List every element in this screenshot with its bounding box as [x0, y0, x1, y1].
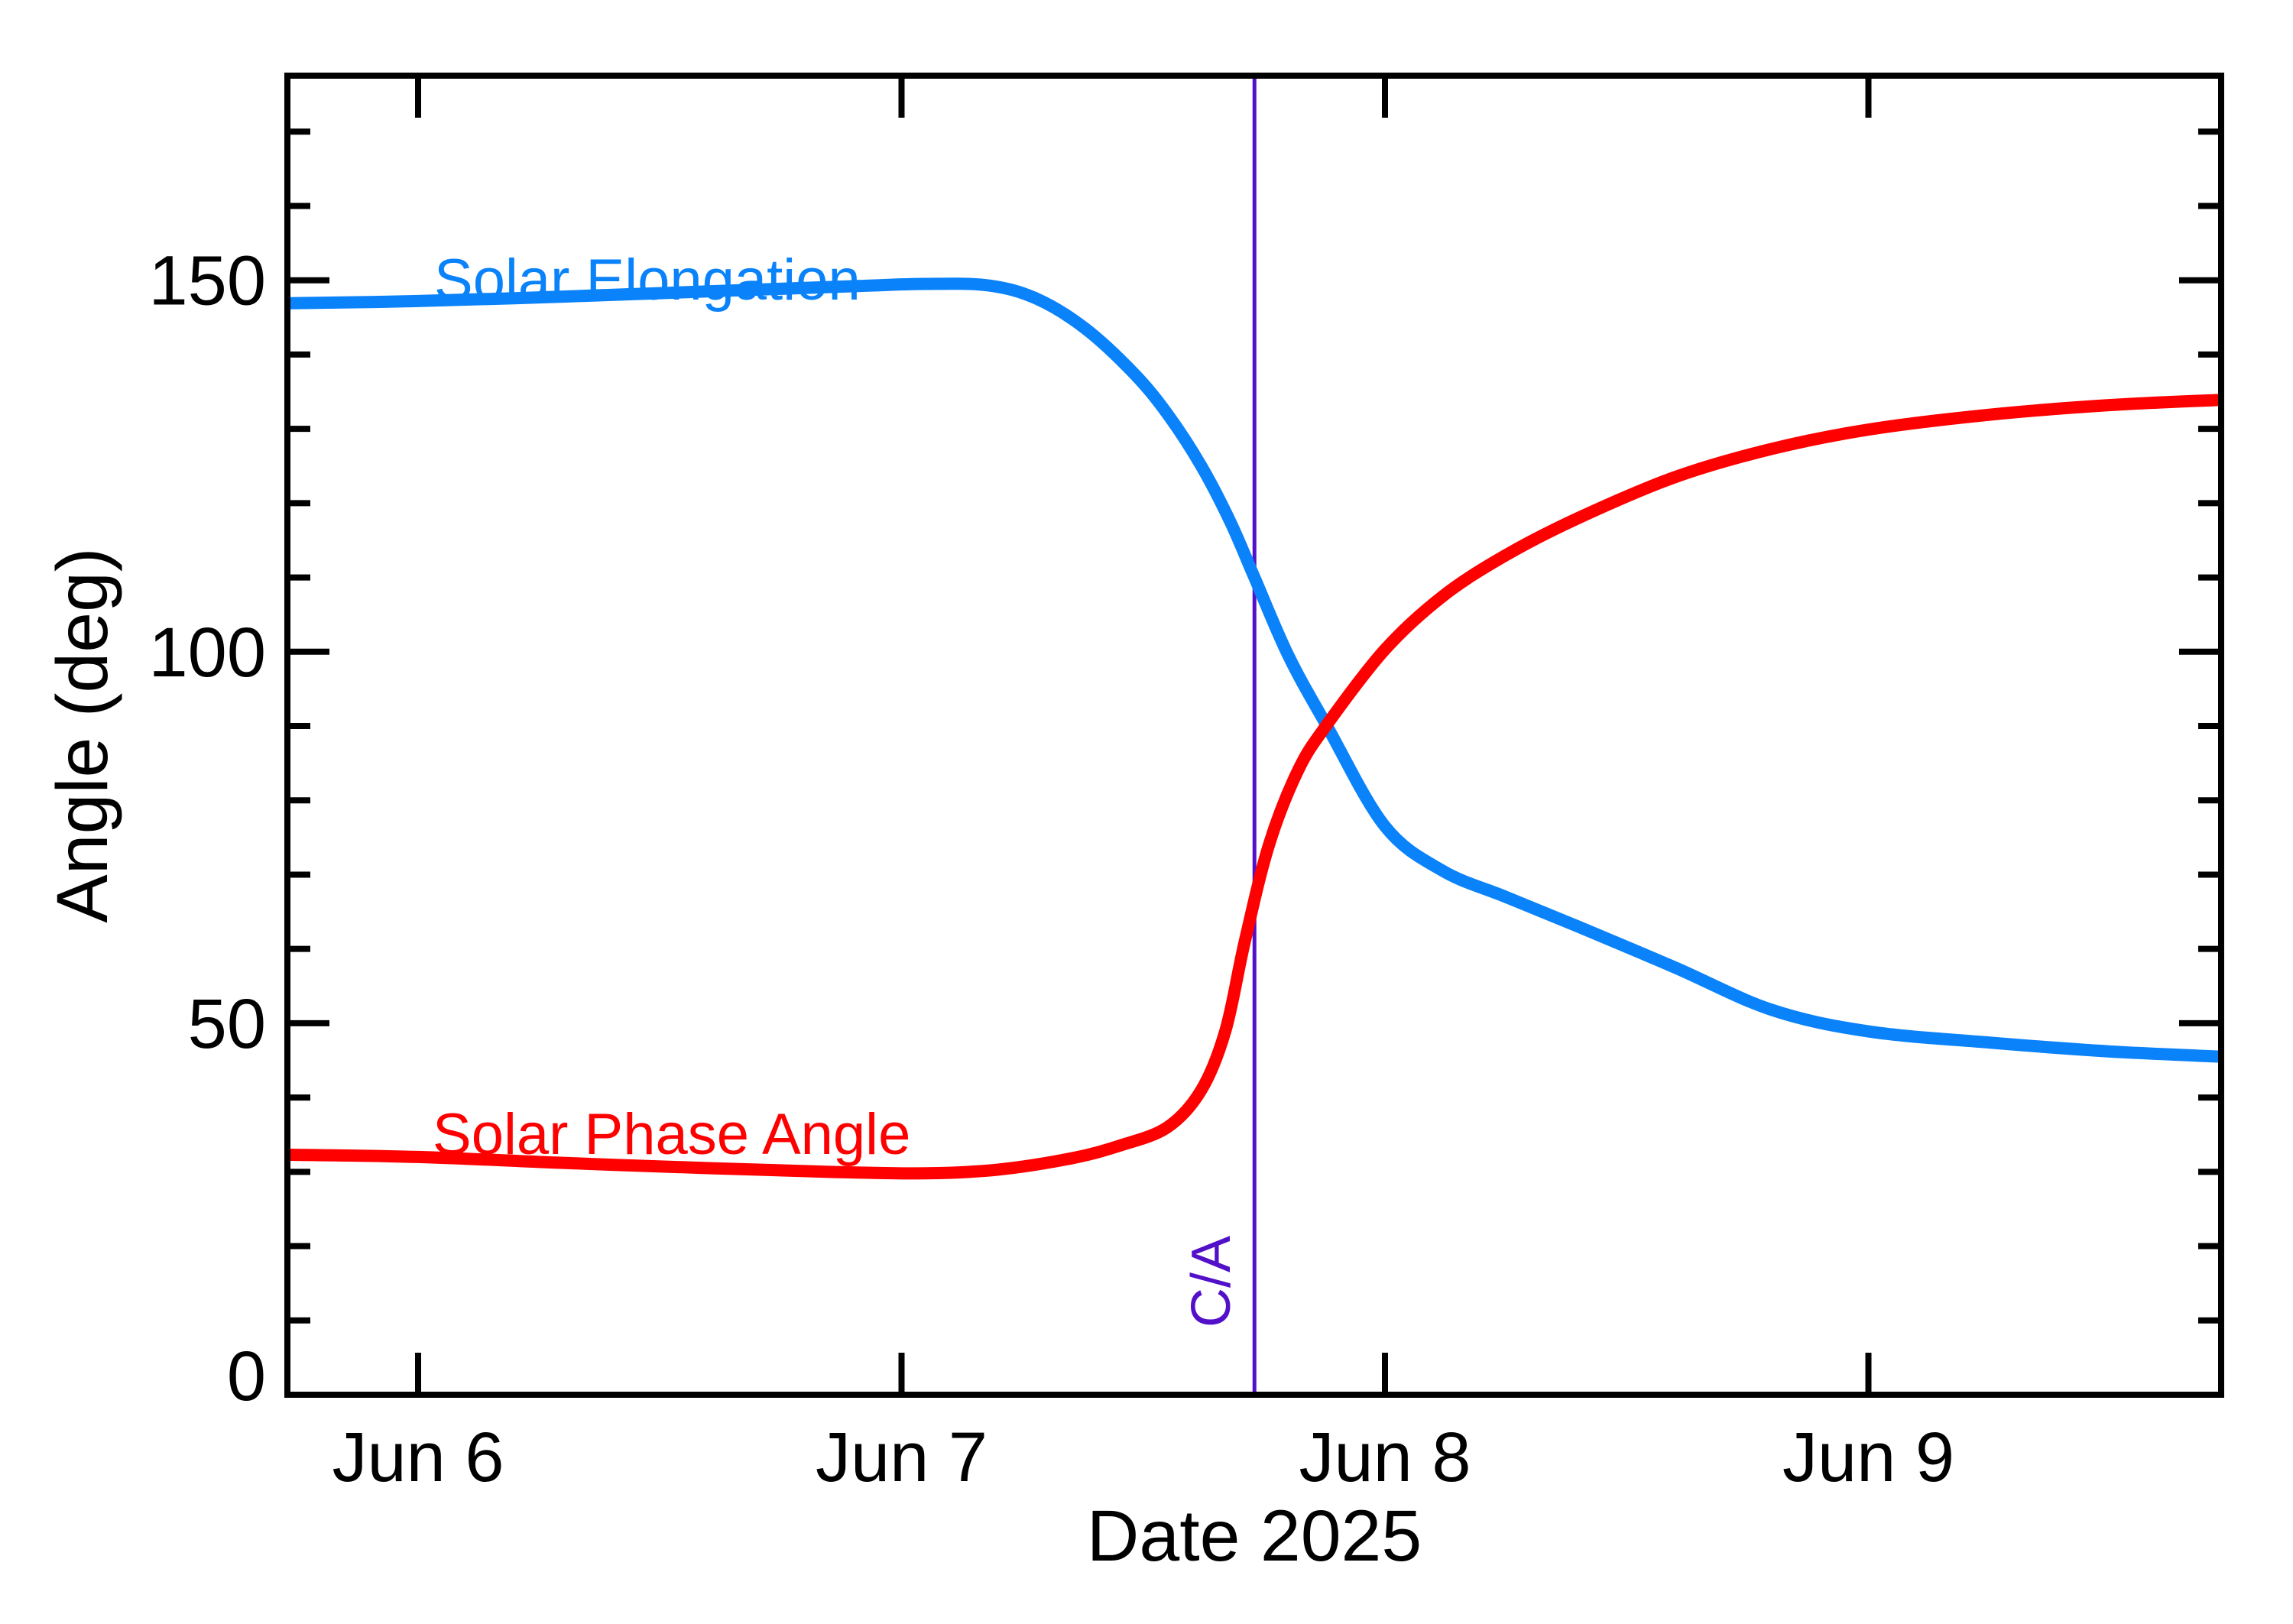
closest-approach-label: C/A	[1181, 1236, 1242, 1327]
x-tick-label: Jun 7	[816, 1418, 988, 1496]
y-tick-label: 50	[188, 985, 266, 1063]
plot-border	[284, 73, 2224, 1398]
x-tick-label: Jun 8	[1299, 1418, 1471, 1496]
x-axis-title: Date 2025	[1087, 1496, 1422, 1577]
axis-ticks	[287, 76, 2221, 1395]
solar-elongation-label: Solar Elongation	[434, 248, 861, 313]
data-curves	[284, 277, 2224, 1180]
y-tick-label: 0	[227, 1337, 266, 1415]
x-tick-label: Jun 9	[1782, 1418, 1954, 1496]
x-tick-label: Jun 6	[332, 1418, 504, 1496]
solar-elongation-curve	[284, 277, 2224, 1063]
solar-phase-angle-label: Solar Phase Angle	[433, 1102, 910, 1167]
y-tick-label: 100	[149, 614, 267, 692]
solar-phase-angle-curve	[284, 394, 2224, 1180]
y-axis-title: Angle (deg)	[42, 547, 123, 922]
y-tick-label: 150	[149, 242, 267, 320]
axis-tick-labels: Jun 6 Jun 7 Jun 8 Jun 9 0 50 100 150	[149, 242, 1955, 1496]
